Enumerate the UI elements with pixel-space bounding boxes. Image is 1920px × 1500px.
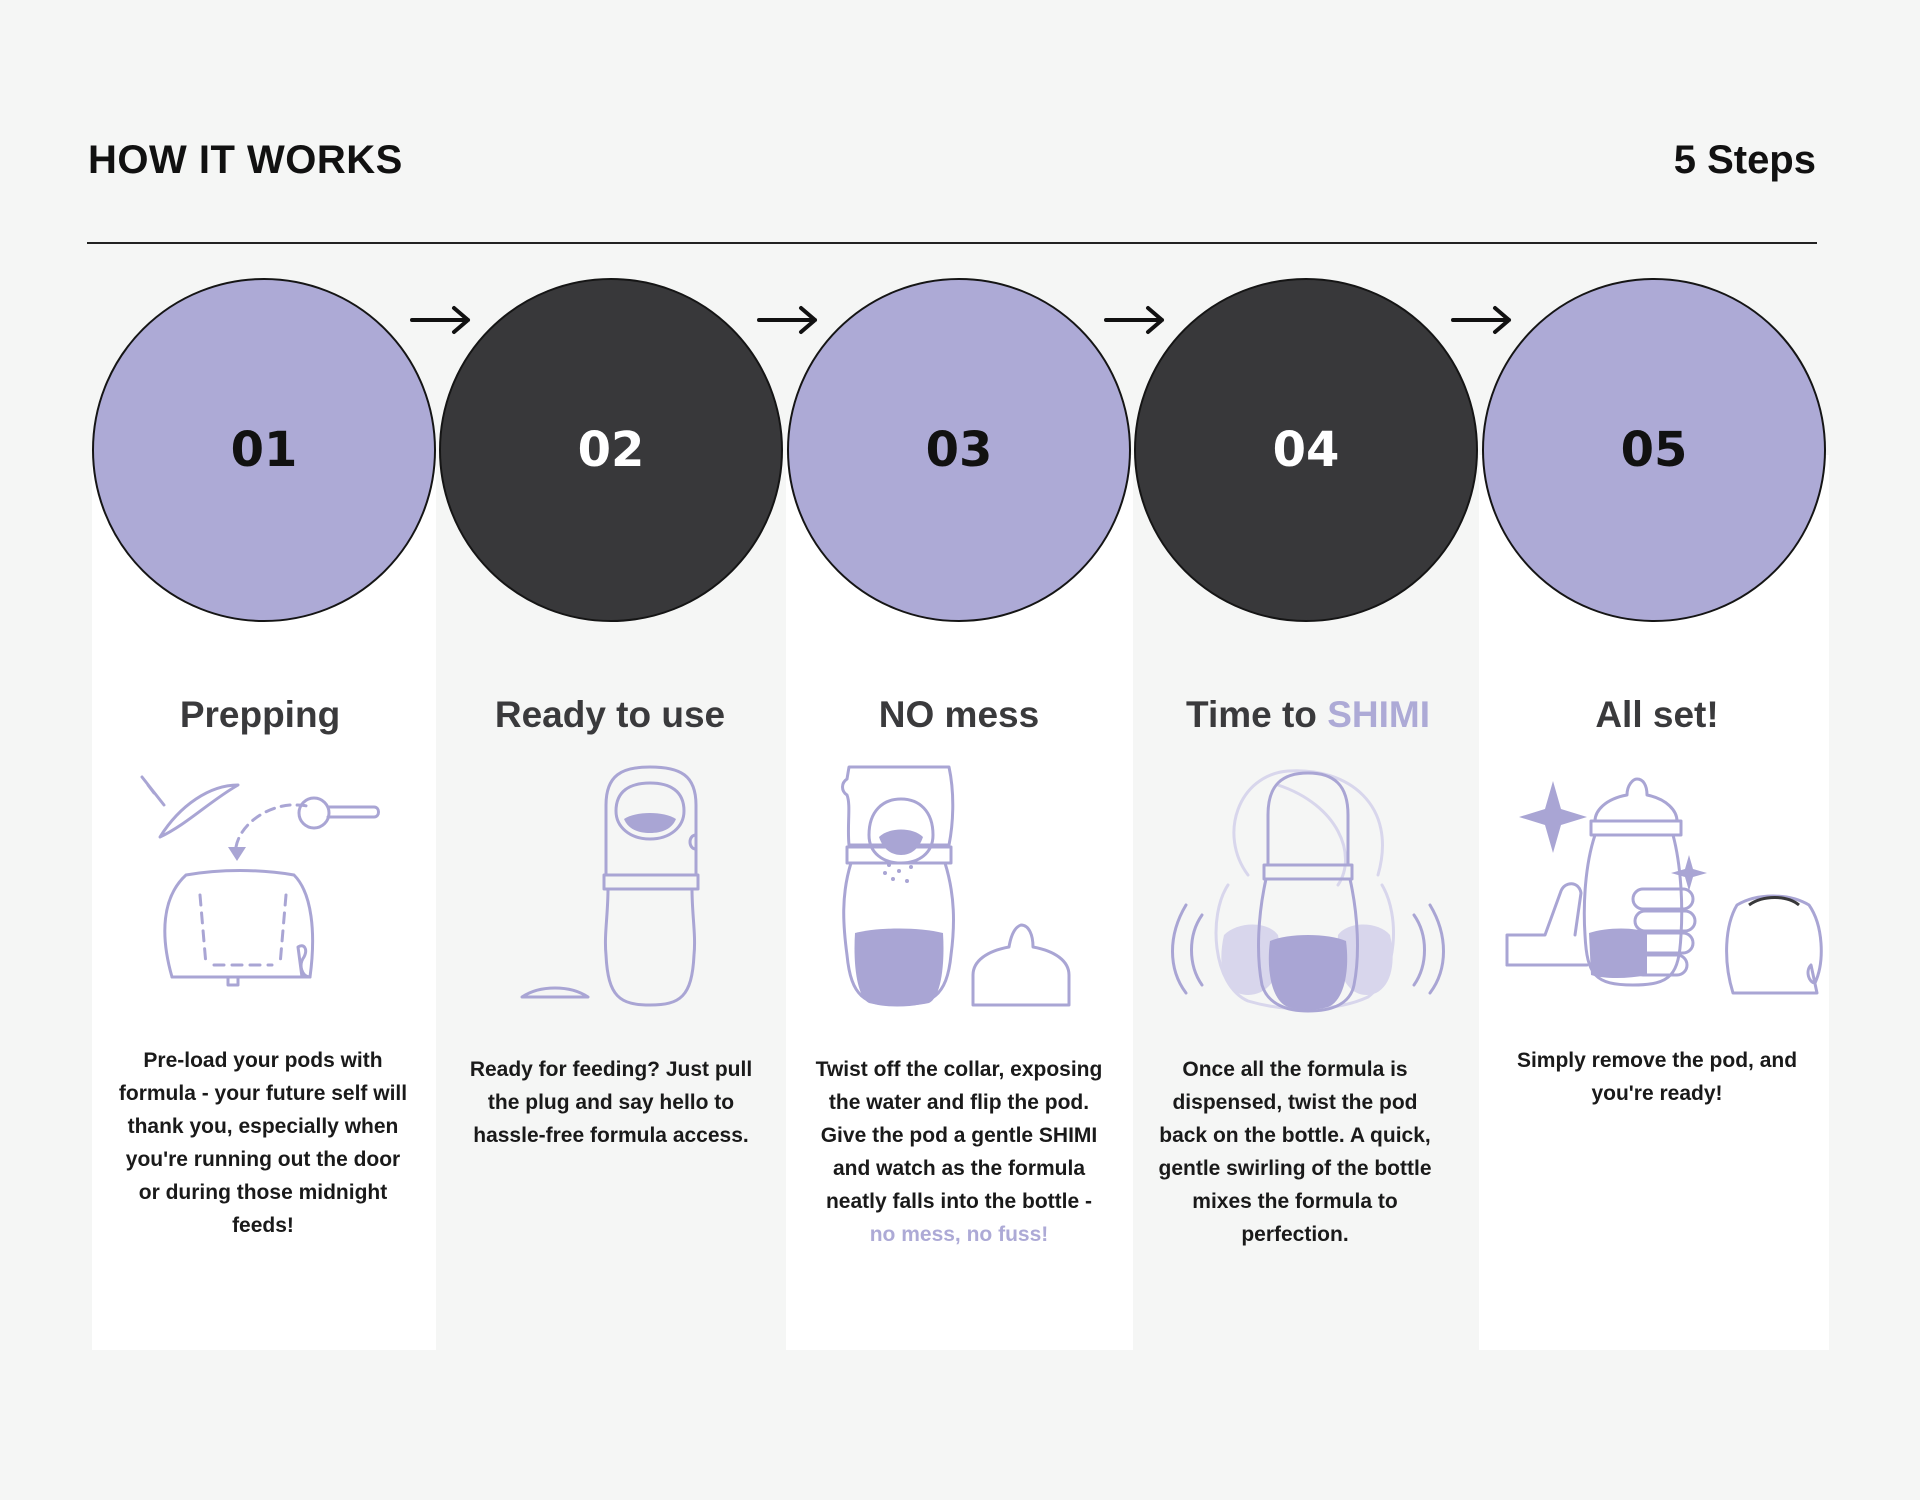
description-text: Twist off the collar, exposing the water… <box>815 1058 1103 1213</box>
step-circle-1: 01 <box>92 278 436 622</box>
step-circle-2: 02 <box>439 278 783 622</box>
step-number: 04 <box>1272 422 1340 478</box>
pod-filling-icon <box>140 775 380 987</box>
heading-accent: SHIMI <box>1327 694 1430 735</box>
page-title: HOW IT WORKS <box>88 138 403 182</box>
sparkle-icon <box>1519 781 1587 853</box>
step-heading-3: NO mess <box>878 694 1040 735</box>
bottle-with-plug-icon <box>520 765 700 1007</box>
heading-text: Time to <box>1186 694 1328 735</box>
steps-count: 5 Steps <box>1673 138 1816 182</box>
step-heading-4: Time to SHIMI <box>1138 694 1478 736</box>
header-divider <box>87 242 1817 244</box>
step-description-4: Once all the formula is dispensed, twist… <box>1158 1058 1432 1246</box>
step-description-2: Ready for feeding? Just pull the plug an… <box>469 1058 753 1147</box>
flipped-pod-bottle-icon <box>841 765 1071 1007</box>
step-heading-2: Ready to use <box>494 694 726 735</box>
arrow-right-icon <box>757 306 817 334</box>
step-heading-1: Prepping <box>179 694 341 735</box>
step-number: 01 <box>230 422 298 478</box>
step-description-5: Simply remove the pod, and you're ready! <box>1516 1049 1798 1105</box>
sparkle-icon <box>1671 855 1707 891</box>
step-circle-3: 03 <box>787 278 1131 622</box>
arrow-right-icon <box>410 306 470 334</box>
arrow-right-icon <box>1451 306 1511 334</box>
step-number: 02 <box>577 422 645 478</box>
step-heading-5: All set! <box>1595 694 1719 735</box>
step-description-1: Pre-load your pods with formula - your f… <box>118 1049 408 1237</box>
step-number: 05 <box>1620 422 1688 478</box>
step-circle-5: 05 <box>1482 278 1826 622</box>
description-accent: no mess, no fuss! <box>869 1223 1049 1246</box>
swirling-bottle-icon <box>1171 769 1445 1013</box>
step-circle-4: 04 <box>1134 278 1478 622</box>
arrow-right-icon <box>1104 306 1164 334</box>
step-number: 03 <box>925 422 993 478</box>
hand-holding-bottle-icon <box>1505 777 1823 995</box>
step-description-3: Twist off the collar, exposing the water… <box>814 1053 1104 1251</box>
